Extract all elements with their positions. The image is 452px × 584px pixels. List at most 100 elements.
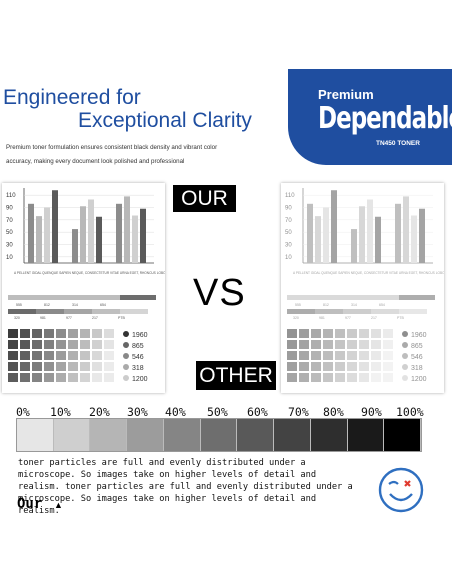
sample-bar: [403, 196, 409, 263]
sample-legend-label: 318: [411, 365, 423, 372]
brand-model: TN450 TONER: [376, 140, 420, 147]
sample-grid-square: [347, 351, 357, 360]
our-sample-graphic: 110 90 70 50 30 10 A PELLENT GIDAL QUENQUE SAP…: [6, 188, 186, 383]
sample-grid-square: [287, 329, 297, 338]
sample-bar: [351, 229, 357, 263]
other-label: OTHER: [196, 361, 276, 390]
sample-tick-label: 90: [285, 206, 292, 212]
sample-bar: [331, 190, 337, 263]
sample-grid-square: [56, 329, 66, 338]
smiley-face-icon: [378, 467, 424, 513]
sample-legend-dot: [123, 331, 129, 337]
sample-row1-bar: [8, 295, 156, 300]
sample-grid-square: [8, 340, 18, 349]
sample-grid-square: [383, 373, 393, 382]
sample-legend-dot: [402, 375, 408, 381]
sample-grid-square: [68, 351, 78, 360]
sample-tick-label: 10: [285, 255, 292, 261]
sample-tick-label: 50: [285, 230, 292, 236]
our-word: Our: [17, 496, 43, 512]
sample-bar: [419, 208, 425, 263]
sample-bar: [315, 216, 321, 263]
sample-grid-square: [347, 373, 357, 382]
sample-grid-square: [20, 340, 30, 349]
density-cell: [17, 419, 54, 451]
sample-grid-square: [68, 362, 78, 371]
sample-legend-label: 1200: [411, 376, 427, 383]
sample-tick-label: 90: [6, 206, 13, 212]
header-description: Premium toner formulation ensures consis…: [6, 144, 218, 165]
sample-bar: [28, 203, 34, 263]
sample-grid-square: [44, 351, 54, 360]
sample-grid-square: [104, 373, 114, 382]
sample-bar: [96, 216, 102, 263]
sample-grid-square: [8, 373, 18, 382]
sample-row1-label: 812: [44, 303, 50, 307]
density-cell: [274, 419, 311, 451]
sample-caption: A PELLENT GIDAL QUENQUE SAPIEN NEQUE, CO…: [293, 271, 444, 275]
sample-grid-square: [383, 329, 393, 338]
sample-row1-bar: [287, 295, 435, 300]
sample-grid-square: [335, 340, 345, 349]
sample-legend-dot: [402, 353, 408, 359]
sample-bar: [375, 216, 381, 263]
sample-row2-block: [120, 309, 148, 314]
sample-legend-dot: [123, 364, 129, 370]
sample-bar: [140, 208, 146, 263]
sample-grid-square: [287, 373, 297, 382]
sample-grid-square: [56, 373, 66, 382]
sample-grid-square: [335, 329, 345, 338]
sample-grid-square: [44, 373, 54, 382]
density-cell: [347, 419, 385, 451]
sample-bar: [36, 216, 42, 263]
sample-grid-square: [20, 362, 30, 371]
sample-grid-square: [56, 351, 66, 360]
sample-grid-square: [32, 362, 42, 371]
density-cell: [163, 419, 201, 451]
sample-grid-square: [311, 373, 321, 382]
sample-bar: [124, 196, 130, 263]
brand-badge: Premium Dependable TN450 TONER: [288, 69, 452, 165]
sample-grid-square: [359, 329, 369, 338]
sample-grid-square: [104, 329, 114, 338]
sample-grid-square: [20, 329, 30, 338]
sample-grid-square: [383, 340, 393, 349]
sample-row2-label: 981: [319, 316, 325, 320]
sample-grid-square: [371, 362, 381, 371]
other-sample-inner: 110 90 70 50 30 10 A PELLENT GIDAL QUENQUE SAP…: [281, 183, 452, 398]
sample-grid-square: [44, 329, 54, 338]
sample-row1-label: 654: [100, 303, 106, 307]
density-cell: [90, 419, 128, 451]
sample-grid-square: [68, 329, 78, 338]
sample-grid-square: [92, 362, 102, 371]
sample-grid-square: [44, 340, 54, 349]
our-sample-inner: 110 90 70 50 30 10 A PELLENT GIDAL QUENQUE SAP…: [2, 183, 186, 398]
sample-grid-square: [287, 351, 297, 360]
sample-grid-square: [323, 329, 333, 338]
sample-grid-square: [44, 362, 54, 371]
sample-grid-square: [80, 340, 90, 349]
sample-grid-square: [8, 362, 18, 371]
sample-grid-square: [383, 362, 393, 371]
sample-grid-square: [287, 362, 297, 371]
sample-legend-dot: [123, 353, 129, 359]
sample-legend-label: 865: [132, 343, 144, 350]
sample-row2-block: [287, 309, 315, 314]
sample-legend-label: 865: [411, 343, 423, 350]
sample-row2-block: [36, 309, 64, 314]
sample-grid-square: [371, 373, 381, 382]
headline-line1: Engineered for: [3, 86, 141, 109]
density-cell: [237, 419, 275, 451]
percent-label: 70%: [288, 405, 309, 419]
other-sample-graphic: 110 90 70 50 30 10 A PELLENT GIDAL QUENQUE SAP…: [285, 188, 452, 383]
sample-row2-label: 320: [14, 316, 20, 320]
sample-grid-square: [56, 362, 66, 371]
sample-row2-block: [92, 309, 120, 314]
sample-grid-square: [68, 373, 78, 382]
sample-grid-square: [80, 351, 90, 360]
headline-line2: Exceptional Clarity: [78, 109, 252, 132]
sample-tick-label: 110: [6, 193, 16, 199]
sample-grid-square: [104, 340, 114, 349]
sample-row2-label: 977: [345, 316, 351, 320]
sample-grid-square: [371, 351, 381, 360]
